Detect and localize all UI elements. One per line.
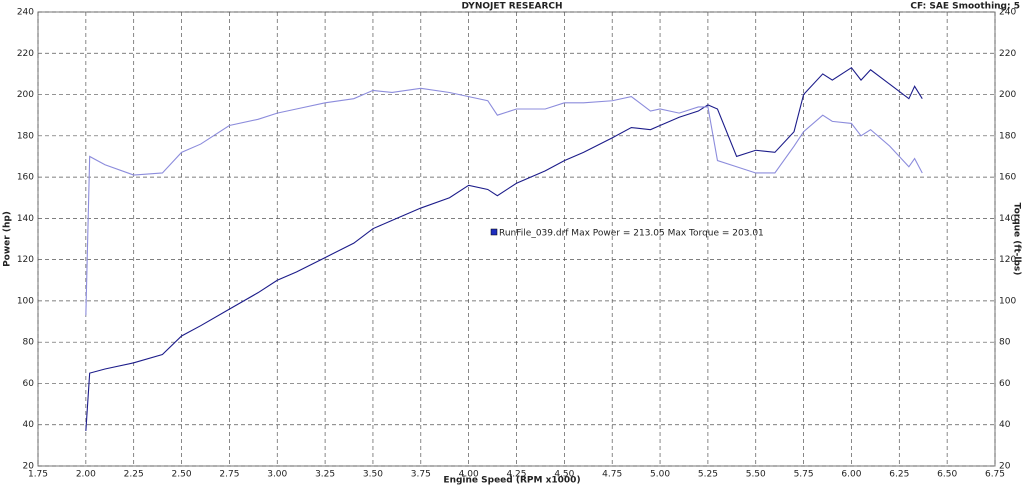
y-tick-label: 180 bbox=[17, 131, 34, 141]
x-tick-label: 2.75 bbox=[219, 470, 239, 480]
x-tick-label: 4.25 bbox=[506, 470, 526, 480]
x-tick-label: 4.75 bbox=[602, 470, 622, 480]
y-tick-label: 40 bbox=[23, 420, 35, 430]
y2-tick-label: 100 bbox=[999, 296, 1016, 306]
y2-tick-label: 80 bbox=[999, 338, 1011, 348]
y-tick-label: 120 bbox=[17, 255, 34, 265]
y2-tick-label: 220 bbox=[999, 49, 1016, 59]
x-tick-label: 4.00 bbox=[459, 470, 479, 480]
y-tick-label: 100 bbox=[17, 296, 34, 306]
y-tick-label: 200 bbox=[17, 90, 34, 100]
x-tick-label: 5.50 bbox=[746, 470, 766, 480]
x-tick-label: 3.75 bbox=[411, 470, 431, 480]
x-tick-label: 6.25 bbox=[889, 470, 909, 480]
y-tick-label: 140 bbox=[17, 214, 34, 224]
x-axis-label: Engine Speed (RPM x1000) bbox=[443, 476, 580, 485]
annotation: RunFile_039.drf Max Power = 213.05 Max T… bbox=[499, 229, 764, 239]
y-tick-label: 160 bbox=[17, 173, 34, 183]
y2-tick-label: 140 bbox=[999, 214, 1016, 224]
y-tick-label: 220 bbox=[17, 49, 34, 59]
x-tick-label: 6.00 bbox=[841, 470, 861, 480]
chart-subtitle: CF: SAE Smoothing: 5 bbox=[910, 2, 1020, 12]
x-tick-label: 6.75 bbox=[985, 470, 1005, 480]
x-tick-label: 3.25 bbox=[315, 470, 335, 480]
y2-tick-label: 20 bbox=[999, 462, 1011, 472]
x-tick-label: 2.00 bbox=[76, 470, 96, 480]
data-line bbox=[85, 87, 923, 316]
y2-tick-label: 240 bbox=[999, 8, 1016, 18]
x-tick-label: 4.50 bbox=[554, 470, 574, 480]
x-tick-label: 5.75 bbox=[794, 470, 814, 480]
x-tick-label: 5.25 bbox=[698, 470, 718, 480]
x-tick-label: 6.50 bbox=[937, 470, 957, 480]
x-tick-label: 5.00 bbox=[650, 470, 670, 480]
x-tick-label: 3.50 bbox=[363, 470, 383, 480]
y2-tick-label: 120 bbox=[999, 255, 1016, 265]
x-tick-label: 1.75 bbox=[28, 470, 48, 480]
x-tick-label: 2.50 bbox=[172, 470, 192, 480]
y2-tick-label: 180 bbox=[999, 131, 1016, 141]
x-tick-label: 3.00 bbox=[267, 470, 287, 480]
data-line bbox=[85, 66, 923, 431]
x-tick-label: 2.25 bbox=[124, 470, 144, 480]
y2-tick-label: 60 bbox=[999, 379, 1011, 389]
legend-swatch bbox=[490, 228, 498, 236]
y2-tick-label: 160 bbox=[999, 173, 1016, 183]
y2-tick-label: 200 bbox=[999, 90, 1016, 100]
y-tick-label: 80 bbox=[23, 338, 35, 348]
y-tick-label: 60 bbox=[23, 379, 35, 389]
y-tick-label: 20 bbox=[23, 462, 35, 472]
chart-title: DYNOJET RESEARCH bbox=[461, 2, 562, 12]
y2-axis-label: Torque (ft-lbs) bbox=[1012, 203, 1022, 276]
y-axis-label: Power (hp) bbox=[3, 211, 13, 267]
y-tick-label: 240 bbox=[17, 8, 34, 18]
y2-tick-label: 40 bbox=[999, 420, 1011, 430]
